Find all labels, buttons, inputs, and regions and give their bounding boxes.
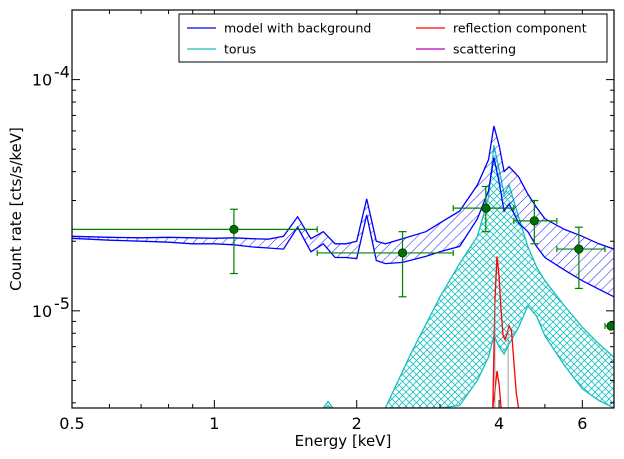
data-point-marker	[574, 244, 584, 254]
legend-label-scattering: scattering	[453, 42, 516, 57]
legend-label-reflection: reflection component	[453, 21, 587, 36]
data-point-marker	[229, 224, 239, 234]
torus-feature-upper	[322, 400, 334, 408]
data-point	[513, 199, 558, 245]
data-point	[316, 231, 454, 298]
y-tick-label: 10	[32, 71, 52, 90]
x-tick-label: 2	[352, 414, 362, 433]
y-tick-exponent: -4	[54, 63, 70, 82]
legend-label-model: model with background	[224, 21, 371, 36]
data-point	[604, 321, 614, 331]
y-tick-label: 10	[32, 302, 52, 321]
data-point-marker	[481, 203, 491, 213]
plot-frame	[71, 9, 615, 409]
data-point	[72, 208, 318, 275]
series-reflection-lower	[492, 370, 519, 408]
data-point-marker	[397, 248, 408, 258]
data-point	[556, 226, 606, 290]
plot-area	[71, 9, 615, 409]
legend-box	[178, 13, 608, 63]
torus-feature-lower	[323, 404, 333, 408]
y-tick-exponent: -5	[54, 294, 70, 313]
x-tick-label: 1	[209, 414, 219, 433]
bands	[72, 125, 614, 408]
data-point-marker	[529, 216, 539, 226]
x-tick-label: 4	[494, 414, 504, 433]
legend-label-torus: torus	[224, 42, 256, 57]
series-reflection-upper	[492, 256, 520, 408]
x-tick-label: 6	[577, 414, 587, 433]
y-axis: 10-410-5	[32, 9, 614, 404]
data-points	[72, 185, 614, 331]
legend: model with background torus reflection c…	[178, 13, 608, 63]
series-torus-lower	[385, 304, 614, 408]
y-axis-label: Count rate [cts/s/keV]	[7, 127, 25, 291]
x-axis-label: Energy [keV]	[295, 432, 392, 450]
x-tick-label: 0.5	[59, 414, 84, 433]
data-point	[452, 185, 515, 233]
